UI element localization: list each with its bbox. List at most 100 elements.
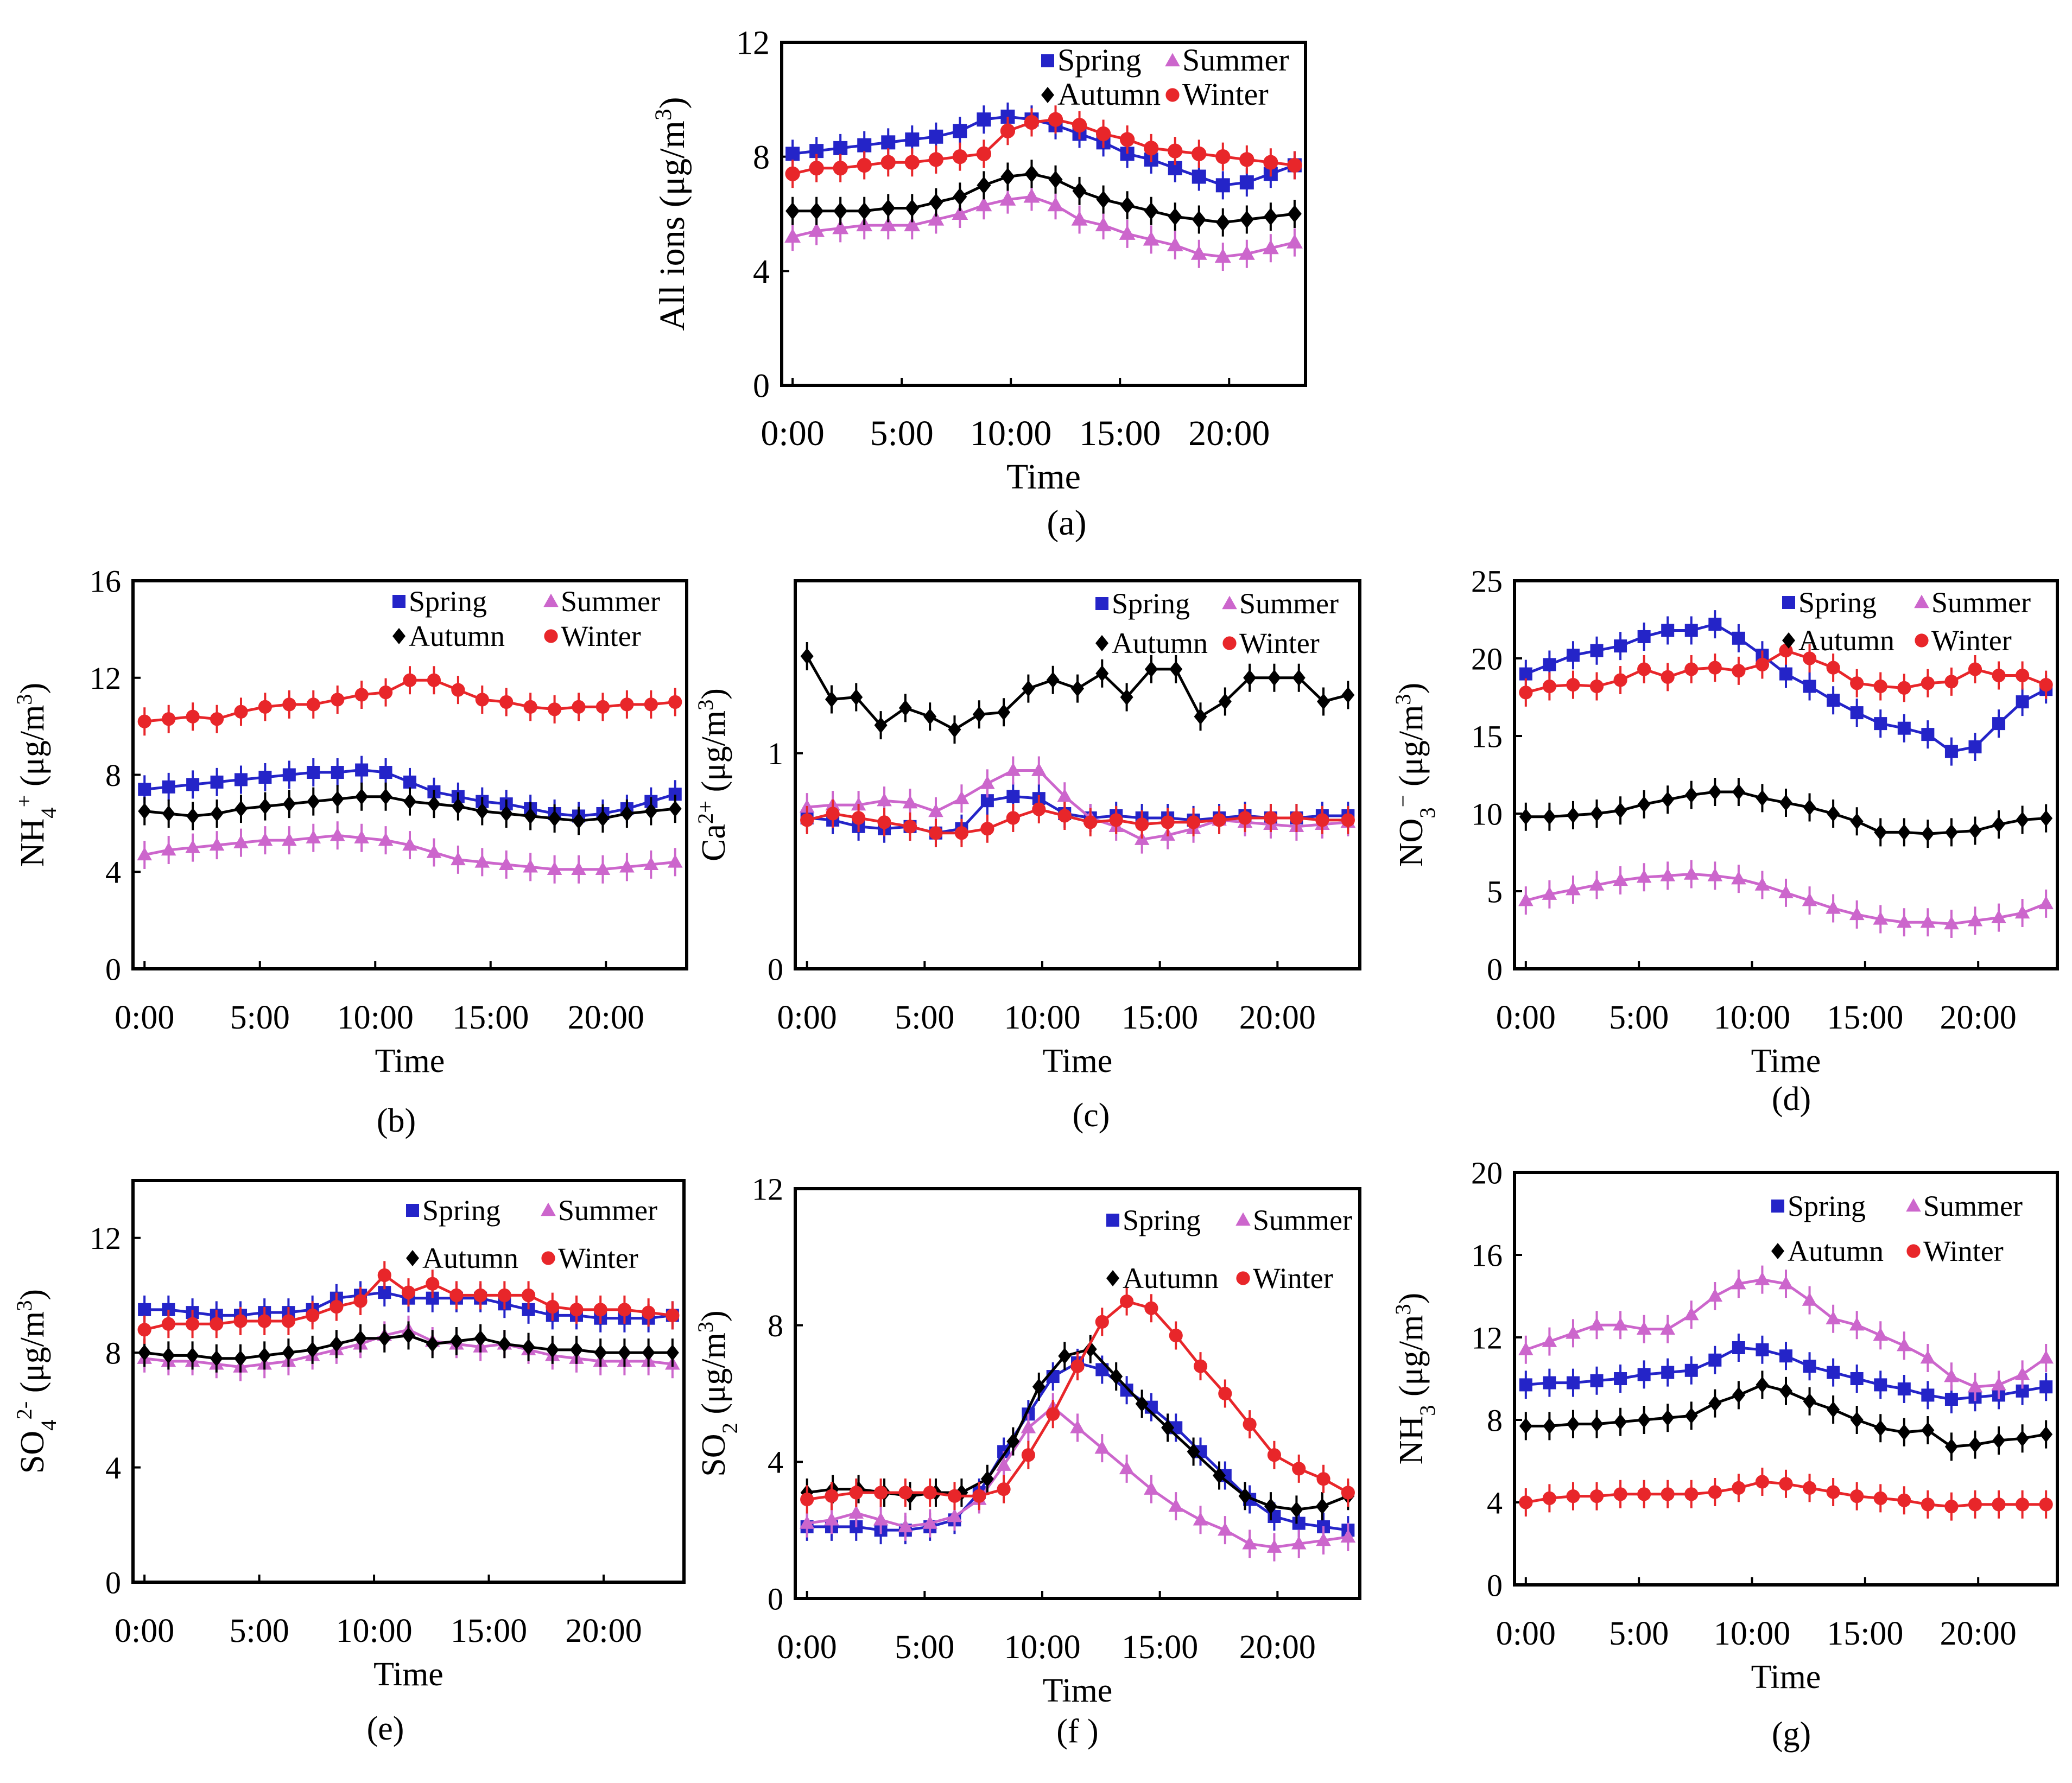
data-point-summer [1193, 1512, 1208, 1526]
data-point-spring [1590, 1374, 1604, 1387]
data-point-winter [378, 685, 393, 700]
y-tick-label: 8 [753, 139, 770, 176]
data-point-summer [1542, 886, 1557, 900]
data-point-autumn [330, 1336, 343, 1353]
data-point-winter [1161, 815, 1175, 829]
data-point-autumn [800, 648, 814, 665]
y-tick-label: 16 [90, 563, 121, 599]
data-point-autumn [1264, 1498, 1277, 1515]
data-point-summer [877, 792, 892, 807]
series-winter [1519, 1468, 2053, 1521]
data-point-autumn [1290, 1501, 1303, 1518]
data-point-winter [903, 820, 917, 834]
data-point-winter [1021, 1448, 1035, 1462]
data-point-autumn [427, 796, 441, 813]
data-point-summer [873, 1512, 889, 1526]
x-tick-label: 10:00 [335, 1613, 412, 1649]
data-point-spring [186, 778, 200, 791]
legend-label-winter: Winter [558, 1242, 638, 1274]
x-tick-label: 0:00 [115, 1613, 174, 1649]
data-point-winter [877, 815, 891, 829]
data-point-winter [1144, 141, 1159, 156]
data-point-winter [826, 807, 840, 821]
data-point-winter [2039, 1498, 2053, 1512]
data-point-autumn [162, 805, 175, 822]
x-tick-label: 0:00 [1496, 1615, 1556, 1652]
panel-caption: (f ) [1056, 1713, 1098, 1750]
data-point-winter [1944, 675, 1959, 689]
data-point-summer [1167, 237, 1183, 251]
data-point-autumn [162, 1347, 175, 1364]
data-point-spring [1850, 1372, 1864, 1385]
data-point-summer [1119, 1461, 1135, 1475]
legend-label-spring: Spring [1788, 1190, 1866, 1222]
data-point-summer [1873, 1327, 1889, 1341]
data-point-autumn [2016, 811, 2029, 828]
series-autumn [800, 642, 1355, 744]
data-point-winter [1215, 149, 1231, 164]
series-summer [1518, 860, 2054, 938]
data-point-winter [1192, 146, 1207, 162]
data-point-winter [1661, 670, 1675, 684]
panel-caption: (c) [1073, 1097, 1110, 1134]
data-point-summer [1754, 1272, 1770, 1285]
data-point-winter [186, 709, 200, 724]
data-point-winter [1263, 155, 1278, 170]
legend-label-spring: Spring [1123, 1204, 1201, 1236]
data-point-spring [1566, 649, 1580, 662]
data-point-autumn [258, 1347, 271, 1364]
legend-label-autumn: Autumn [1788, 1235, 1884, 1267]
data-point-winter [666, 1308, 680, 1323]
series-summer [137, 821, 683, 884]
data-point-autumn [1317, 693, 1330, 710]
data-point-summer [952, 205, 968, 220]
data-point-summer [1094, 1440, 1110, 1454]
chart-panel-a: 0 4 8 12 0:00 5:00 10:00 15:00 20:00 Time All ions… [650, 25, 1307, 543]
data-point-winter [1519, 686, 1533, 700]
x-tick-label: 5:00 [895, 1629, 954, 1666]
legend-label-summer: Summer [1931, 586, 2031, 619]
data-point-autumn [1239, 211, 1254, 229]
data-point-autumn [355, 788, 369, 805]
data-point-autumn [1006, 1433, 1020, 1450]
data-point-winter [403, 673, 417, 687]
legend-marker-winter [1236, 1271, 1250, 1285]
x-tick-label: 15:00 [1079, 414, 1161, 453]
series-autumn [1519, 777, 2053, 848]
data-point-summer [848, 1505, 864, 1519]
legend-marker-winter [544, 629, 558, 643]
x-axis-title: Time [373, 1656, 443, 1693]
data-point-winter [377, 1268, 391, 1283]
data-point-summer [1218, 1522, 1233, 1536]
x-tick-label: 20:00 [1188, 414, 1270, 453]
legend-label-spring: Spring [409, 585, 487, 618]
legend-marker-summer [1235, 1212, 1251, 1226]
data-point-summer [1660, 868, 1675, 881]
data-point-summer [1920, 1350, 1936, 1364]
data-point-winter [162, 712, 176, 726]
data-point-autumn [1110, 1368, 1123, 1385]
data-point-autumn [1243, 669, 1257, 686]
legend-marker-autumn [1771, 1243, 1784, 1259]
data-point-summer [1242, 1535, 1257, 1550]
data-point-autumn [1072, 182, 1087, 200]
data-point-autumn [594, 1344, 607, 1361]
data-point-autumn [306, 1341, 319, 1358]
data-point-spring [1732, 631, 1745, 645]
legend-label-autumn: Autumn [1057, 77, 1161, 112]
x-axis-title: Time [1043, 1672, 1113, 1709]
data-point-autumn [1120, 196, 1135, 214]
data-point-autumn [1218, 693, 1232, 710]
data-point-autumn [1000, 168, 1015, 186]
data-point-autumn [1921, 1422, 1935, 1438]
data-point-autumn [1169, 661, 1183, 677]
data-point-autumn [1661, 791, 1675, 808]
series-line-winter [807, 808, 1348, 835]
data-point-spring [1921, 728, 1935, 741]
data-point-winter [1732, 1481, 1746, 1495]
data-point-winter [1542, 679, 1556, 694]
data-point-autumn [1287, 205, 1302, 223]
y-tick-label: 4 [768, 1445, 783, 1480]
data-point-winter [1802, 651, 1817, 665]
x-tick-label: 10:00 [337, 999, 414, 1036]
